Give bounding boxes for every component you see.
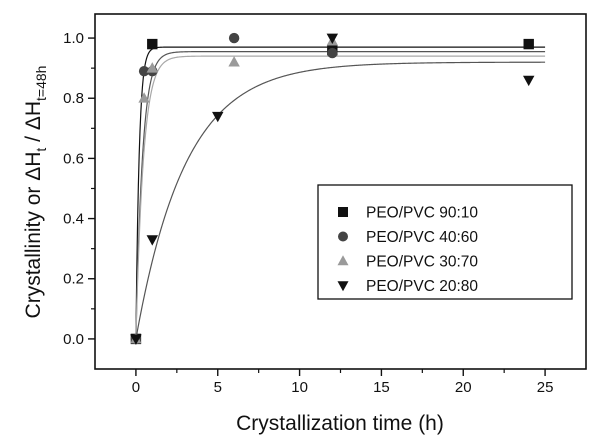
x-axis-title: Crystallization time (h) [236,412,444,435]
data-point-s4-4 [326,33,339,45]
x-tick-label: 5 [214,379,222,396]
data-point-s2-2 [138,65,150,77]
legend-marker-4 [337,281,349,292]
x-tick-label: 15 [373,379,390,396]
data-point-s4-5 [522,75,535,87]
axis-ticks: 0 5 10 15 20 25 0.0 0.2 0.4 0.6 0.8 1.0 [63,30,553,396]
y-axis-title-sub-2: t=48h [33,66,49,101]
data-point-s1-2 [147,38,158,50]
legend-label-2: PEO/PVC 40:60 [366,229,478,246]
y-axis-title-sub-1: t [33,148,49,152]
y-tick-label: 0.2 [63,271,84,288]
legend-marker-1 [338,207,348,217]
data-point-s1-4 [523,38,534,50]
y-axis-title-mid: / ΔH [22,101,45,148]
data-point-s2-5 [327,47,338,59]
data-point-s4-2 [146,235,159,246]
y-tick-label: 0.6 [63,150,84,167]
data-point-s4-3 [212,111,224,123]
x-tick-label: 10 [291,379,308,396]
data-point-s2-4 [228,32,240,44]
data-points [130,32,535,345]
data-point-s3-2 [138,92,150,103]
legend-marker-2 [338,231,348,242]
fit-curve-2 [135,51,546,339]
legend-label-4: PEO/PVC 20:80 [366,278,478,295]
fit-curve-3 [135,55,546,339]
fit-curve-4 [135,61,546,340]
fit-curves [135,46,546,340]
data-point-s3-4 [228,56,240,67]
x-tick-label: 20 [455,379,472,396]
legend-marker-3 [337,255,349,266]
y-tick-label: 0.4 [63,211,84,228]
legend-label-1: PEO/PVC 90:10 [366,205,478,222]
legend-box [317,184,573,300]
y-tick-label: 0.8 [63,90,84,107]
x-tick-label: 25 [537,379,554,396]
legend-label-3: PEO/PVC 30:70 [366,254,478,271]
y-axis-title-main: Crystallinity or ΔH [22,152,45,319]
y-tick-label: 0.0 [63,331,84,348]
data-point-s3-3 [146,62,159,73]
x-tick-label: 0 [132,379,140,396]
legend-items: PEO/PVC 90:10 PEO/PVC 40:60 PEO/PVC 30:70 P… [337,205,478,295]
legend: PEO/PVC 90:10 PEO/PVC 40:60 PEO/PVC 30:70 P… [317,184,573,300]
fit-curve-1 [135,46,546,339]
y-axis-title: Crystallinity or ΔHt / ΔHt=48h [22,66,49,319]
data-point-s4-1 [130,334,142,345]
y-tick-label: 1.0 [63,30,84,47]
